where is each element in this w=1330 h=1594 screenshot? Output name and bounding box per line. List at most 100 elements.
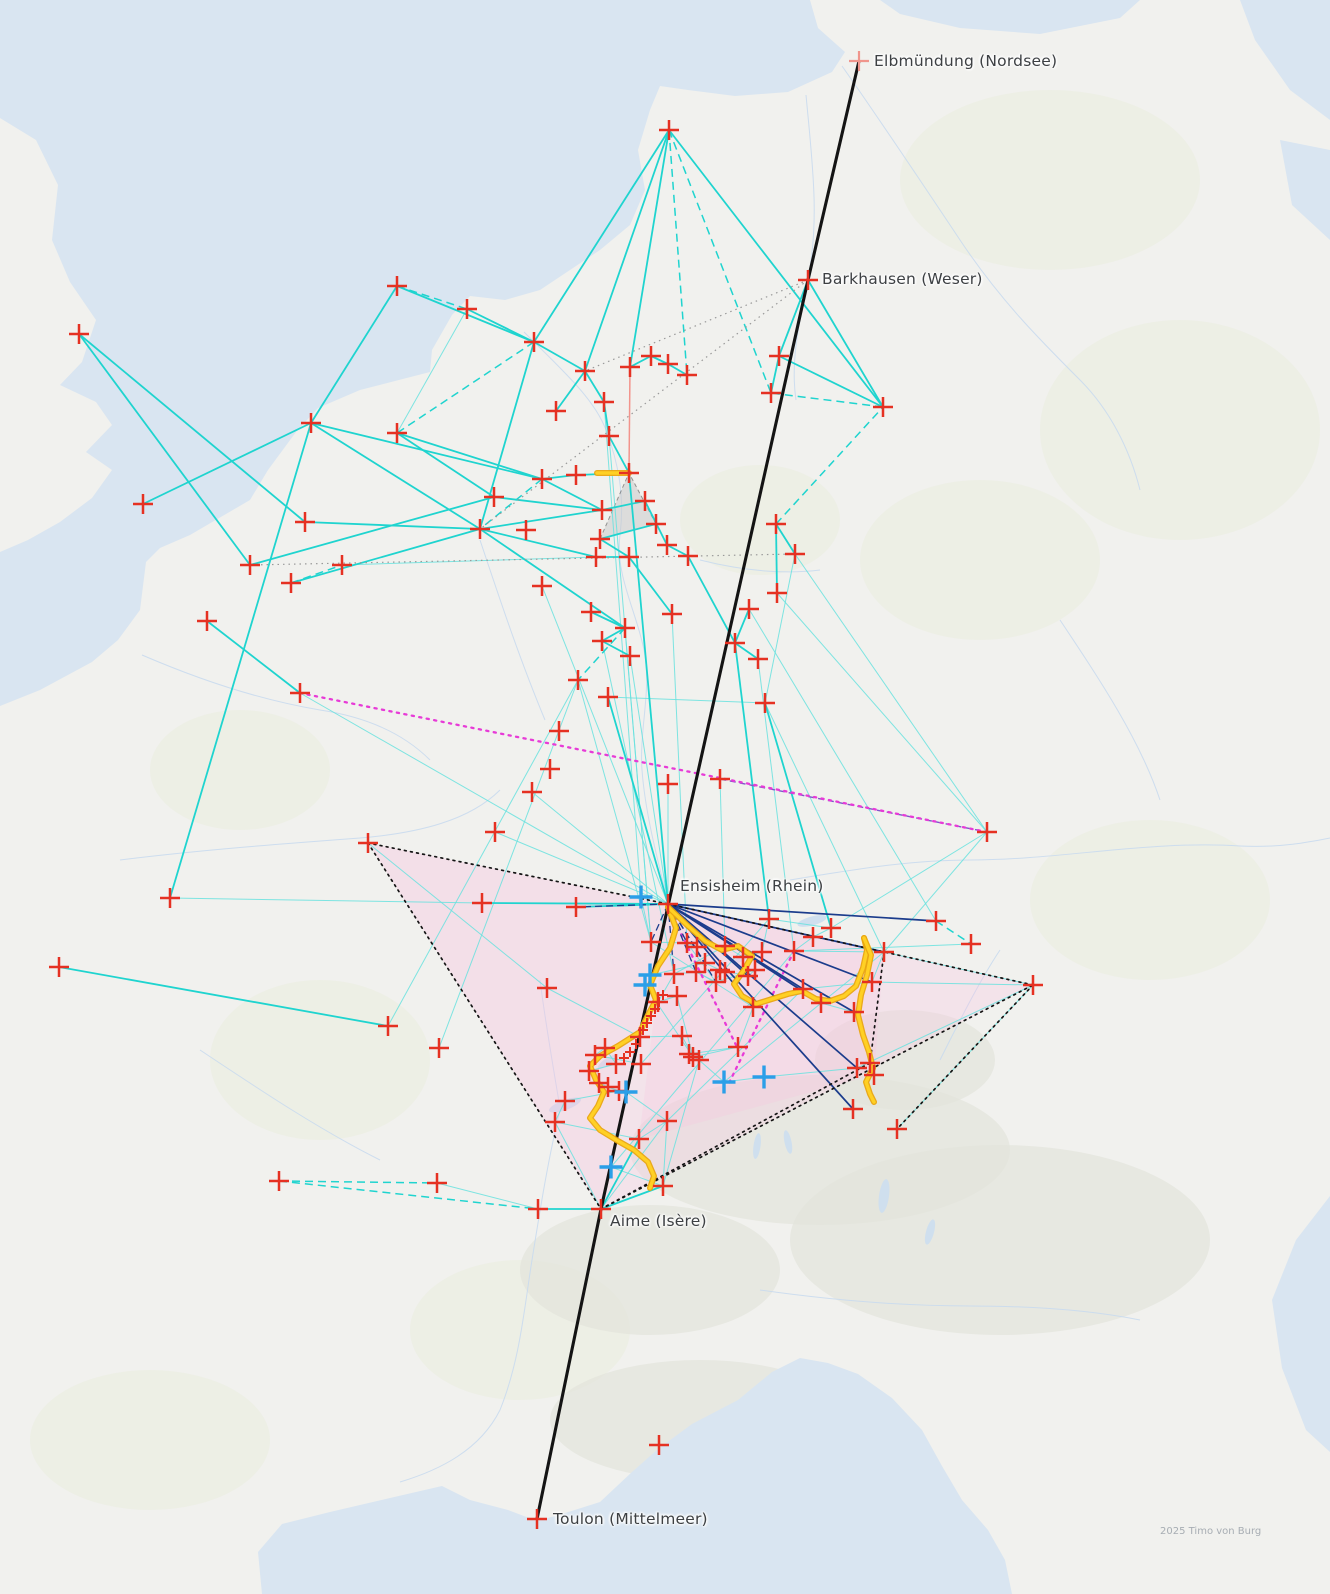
red-cross-marker[interactable] — [657, 535, 677, 555]
small-red-cross-marker[interactable] — [625, 1047, 635, 1057]
red-cross-marker[interactable] — [429, 1038, 449, 1058]
red-cross-marker[interactable] — [847, 1058, 867, 1078]
red-cross-marker[interactable] — [619, 547, 639, 567]
red-cross-marker[interactable] — [657, 1111, 677, 1131]
red-cross-marker[interactable] — [586, 547, 606, 567]
red-cross-marker[interactable] — [821, 918, 841, 938]
red-cross-marker[interactable] — [784, 941, 804, 961]
red-cross-marker[interactable] — [667, 986, 687, 1006]
red-cross-marker[interactable] — [738, 966, 758, 986]
red-cross-marker[interactable] — [739, 599, 759, 619]
red-cross-marker[interactable] — [659, 120, 679, 140]
label-elbmuendung-nordsee[interactable]: Elbmündung (Nordsee) — [874, 52, 1058, 70]
red-cross-marker[interactable] — [581, 602, 601, 622]
red-cross-marker[interactable] — [579, 1061, 599, 1081]
red-cross-marker[interactable] — [715, 936, 735, 956]
red-cross-marker[interactable] — [658, 894, 678, 914]
red-cross-marker[interactable] — [378, 1016, 398, 1036]
red-cross-marker[interactable] — [591, 1199, 611, 1219]
red-cross-marker[interactable] — [761, 383, 781, 403]
red-cross-marker[interactable] — [759, 909, 779, 929]
red-cross-marker[interactable] — [843, 1099, 863, 1119]
red-cross-marker[interactable] — [844, 1002, 864, 1022]
red-cross-marker[interactable] — [803, 927, 823, 947]
label-toulon-mittelmeer[interactable]: Toulon (Mittelmeer) — [553, 1510, 708, 1528]
red-cross-marker[interactable] — [301, 413, 321, 433]
red-cross-marker[interactable] — [755, 693, 775, 713]
red-cross-marker[interactable] — [620, 357, 640, 377]
red-cross-marker[interactable] — [672, 1026, 692, 1046]
red-cross-marker[interactable] — [1023, 975, 1043, 995]
red-cross-marker[interactable] — [677, 365, 697, 385]
blue-cross-marker[interactable] — [599, 1155, 623, 1179]
small-red-cross-marker[interactable] — [654, 997, 664, 1007]
red-cross-marker[interactable] — [387, 276, 407, 296]
red-cross-marker[interactable] — [631, 1054, 651, 1074]
red-cross-marker[interactable] — [766, 514, 786, 534]
label-ensisheim-rhein[interactable]: Ensisheim (Rhein) — [680, 877, 824, 895]
small-red-cross-marker[interactable] — [631, 1039, 641, 1049]
red-cross-marker[interactable] — [715, 962, 735, 982]
red-cross-marker[interactable] — [592, 500, 612, 520]
label-barkhausen-weser[interactable]: Barkhausen (Weser) — [822, 270, 983, 288]
red-cross-marker[interactable] — [332, 555, 352, 575]
red-cross-marker[interactable] — [689, 1050, 709, 1070]
red-cross-marker[interactable] — [887, 1119, 907, 1139]
red-cross-marker[interactable] — [470, 519, 490, 539]
red-cross-marker[interactable] — [678, 546, 698, 566]
red-cross-marker[interactable] — [733, 947, 753, 967]
red-cross-marker[interactable] — [862, 972, 882, 992]
red-cross-marker[interactable] — [457, 299, 477, 319]
red-cross-marker[interactable] — [532, 469, 552, 489]
red-cross-marker[interactable] — [687, 937, 707, 957]
red-cross-marker[interactable] — [710, 769, 730, 789]
red-cross-marker[interactable] — [555, 1091, 575, 1111]
red-cross-marker[interactable] — [677, 933, 697, 953]
red-cross-marker[interactable] — [133, 494, 153, 514]
red-cross-marker[interactable] — [568, 670, 588, 690]
red-cross-marker[interactable] — [484, 487, 504, 507]
blue-cross-marker[interactable] — [752, 1065, 776, 1089]
red-cross-marker[interactable] — [619, 463, 639, 483]
red-cross-marker[interactable] — [641, 346, 661, 366]
red-cross-marker[interactable] — [590, 529, 610, 549]
red-cross-marker[interactable] — [662, 604, 682, 624]
label-aime-isere[interactable]: Aime (Isère) — [610, 1212, 707, 1230]
small-red-cross-marker[interactable] — [650, 1004, 660, 1014]
small-red-cross-marker[interactable] — [658, 990, 668, 1000]
red-cross-marker[interactable] — [961, 934, 981, 954]
red-cross-marker[interactable] — [769, 346, 789, 366]
red-cross-marker[interactable] — [658, 774, 678, 794]
red-cross-marker[interactable] — [516, 520, 536, 540]
red-cross-marker[interactable] — [160, 888, 180, 908]
red-cross-marker[interactable] — [537, 978, 557, 998]
blue-cross-marker[interactable] — [614, 1080, 638, 1104]
red-cross-marker[interactable] — [598, 687, 618, 707]
red-cross-marker[interactable] — [49, 957, 69, 977]
red-cross-marker[interactable] — [524, 332, 544, 352]
red-cross-marker[interactable] — [606, 1054, 626, 1074]
red-cross-marker[interactable] — [240, 555, 260, 575]
red-cross-marker[interactable] — [658, 354, 678, 374]
red-cross-marker[interactable] — [706, 972, 726, 992]
red-cross-marker[interactable] — [811, 993, 831, 1013]
red-cross-marker[interactable] — [549, 721, 569, 741]
small-red-cross-marker[interactable] — [619, 1053, 629, 1063]
small-red-cross-marker[interactable] — [646, 1011, 656, 1021]
red-cross-marker[interactable] — [295, 512, 315, 532]
small-red-cross-marker[interactable] — [638, 1025, 648, 1035]
red-cross-marker[interactable] — [566, 897, 586, 917]
red-cross-marker[interactable] — [977, 822, 997, 842]
red-cross-marker[interactable] — [785, 544, 805, 564]
red-cross-marker[interactable] — [874, 942, 894, 962]
red-cross-marker[interactable] — [290, 683, 310, 703]
red-cross-marker[interactable] — [860, 1053, 880, 1073]
red-cross-marker[interactable] — [752, 942, 772, 962]
red-cross-marker[interactable] — [485, 822, 505, 842]
red-cross-marker[interactable] — [653, 1176, 673, 1196]
red-cross-marker[interactable] — [710, 960, 730, 980]
red-cross-marker[interactable] — [664, 964, 684, 984]
red-cross-marker[interactable] — [646, 514, 666, 534]
red-cross-marker[interactable] — [594, 392, 614, 412]
red-cross-marker[interactable] — [522, 782, 542, 802]
